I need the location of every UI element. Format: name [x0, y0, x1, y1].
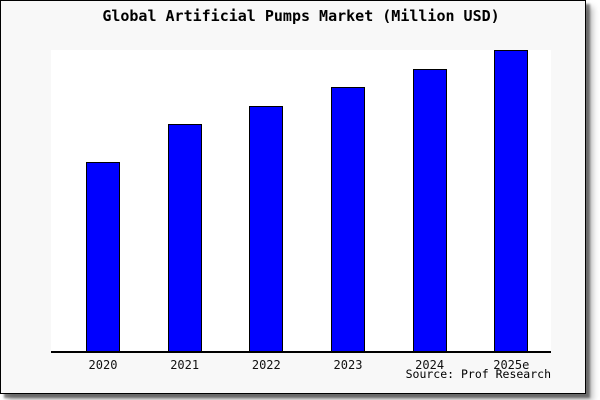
x-tick-label-2022: 2022 — [251, 358, 281, 372]
bar-2021 — [167, 124, 202, 351]
bar-2024 — [412, 68, 447, 351]
x-tick-label-2024: 2024 — [415, 358, 445, 372]
bar-2022 — [249, 105, 284, 351]
x-tick-label-2021: 2021 — [170, 358, 200, 372]
x-axis-labels: 2020 2021 2022 2023 2024 2025e — [51, 358, 551, 374]
bar-2023 — [330, 86, 365, 351]
chart-frame: Global Artificial Pumps Market (Million … — [0, 0, 586, 394]
x-tick-label-2023: 2023 — [333, 358, 363, 372]
source-credit: Source: Prof Research — [405, 367, 551, 381]
bar-2025e — [494, 50, 529, 351]
bar-2020 — [86, 161, 120, 351]
chart-title: Global Artificial Pumps Market (Million … — [102, 7, 500, 25]
plot-area — [51, 50, 551, 353]
x-tick-label-2020: 2020 — [88, 358, 118, 372]
x-tick-label-2025e: 2025e — [493, 358, 530, 372]
